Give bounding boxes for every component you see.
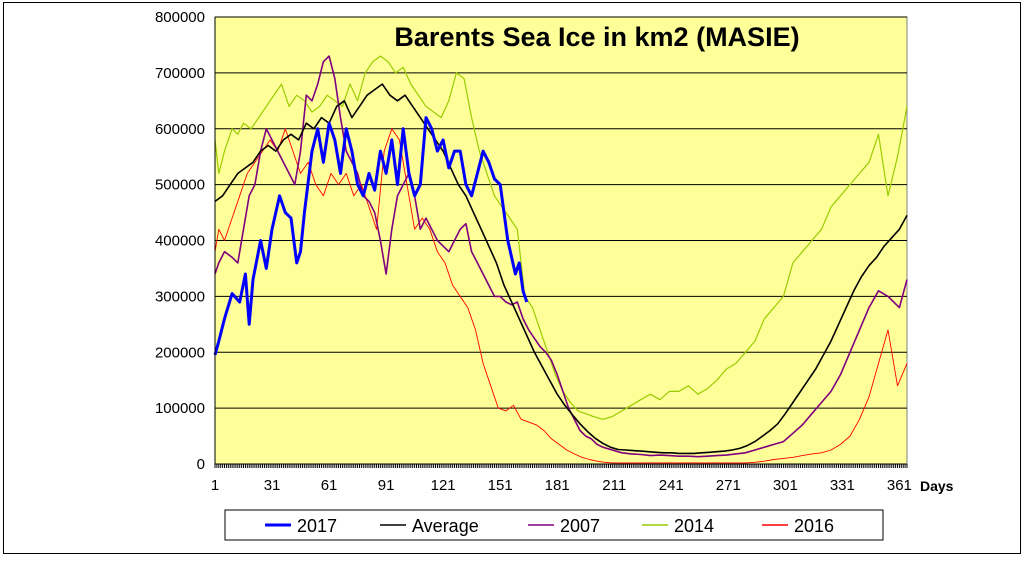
x-tick-label: 241 xyxy=(659,477,684,494)
y-tick-label: 100000 xyxy=(155,400,205,417)
legend-label-2014: 2014 xyxy=(674,516,714,536)
chart-title: Barents Sea Ice in km2 (MASIE) xyxy=(394,22,799,52)
y-tick-label: 400000 xyxy=(155,233,205,250)
legend-label-2017: 2017 xyxy=(297,516,337,536)
y-tick-label: 500000 xyxy=(155,177,205,194)
series-line-2007 xyxy=(214,55,908,458)
x-tick-label: 361 xyxy=(887,477,912,494)
x-tick-label: 211 xyxy=(602,477,626,494)
y-tick-labels: 0 100000 200000 300000 400000 500000 600000 700… xyxy=(155,9,205,473)
legend: 2017 Average 2007 2014 2016 xyxy=(224,509,884,541)
series-lines xyxy=(213,55,908,464)
series-line-average xyxy=(214,83,908,455)
x-tick-label: 271 xyxy=(716,477,741,494)
x-tick-label: 121 xyxy=(431,477,456,494)
series-line-2016 xyxy=(214,128,908,464)
x-tick-label: 1 xyxy=(211,477,219,494)
legend-label-2007: 2007 xyxy=(560,516,600,536)
y-tick-label: 600000 xyxy=(155,121,205,138)
y-tick-label: 200000 xyxy=(155,344,205,361)
y-tick-label: 700000 xyxy=(155,65,205,82)
y-tick-label: 300000 xyxy=(155,288,205,305)
y-tick-label: 0 xyxy=(197,456,205,473)
legend-label-2016: 2016 xyxy=(794,516,834,536)
x-tick-label: 301 xyxy=(773,477,798,494)
x-tick-label: 181 xyxy=(545,477,570,494)
x-axis-minor-ticks xyxy=(214,464,908,468)
axes xyxy=(214,17,908,468)
series-line-2017 xyxy=(213,116,529,356)
legend-label-average: Average xyxy=(412,516,479,536)
x-axis-label: Days xyxy=(920,478,954,494)
x-tick-label: 91 xyxy=(378,477,395,494)
x-tick-labels: 1 31 61 91 121 151 181 211 241 271 301 331 361 xyxy=(211,477,912,494)
x-tick-label: 151 xyxy=(488,477,513,494)
x-tick-label: 61 xyxy=(321,477,338,494)
y-tick-label: 800000 xyxy=(155,9,205,26)
x-tick-label: 331 xyxy=(830,477,855,494)
x-tick-label: 31 xyxy=(264,477,281,494)
